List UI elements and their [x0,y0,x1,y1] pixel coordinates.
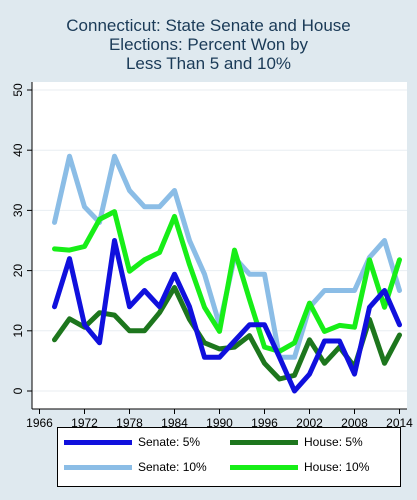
x-tick-label-2002: 2002 [296,416,323,430]
legend-item-house-10: House: 10% [230,460,369,474]
y-tick-label-10: 10 [11,324,25,338]
series-line-house-10 [52,209,402,354]
y-axis-ticks: 0 10 20 30 40 50 [11,83,32,394]
y-tick-label-50: 50 [11,83,25,97]
legend-swatch-house-5 [230,439,298,445]
legend-item-senate-10: Senate: 10% [64,460,207,474]
series-line-senate-5 [52,238,402,394]
x-tick-label-1990: 1990 [206,416,233,430]
chart-title: Connecticut: State Senate and House Elec… [0,16,417,73]
legend-item-house-5: House: 5% [230,435,363,449]
series-lines [52,153,402,394]
title-line-1: Connecticut: State Senate and House [66,16,351,35]
legend-swatch-house-10 [230,464,298,470]
x-tick-label-1978: 1978 [116,416,143,430]
title-line-3: Less Than 5 and 10% [125,54,292,73]
x-tick-label-1996: 1996 [251,416,278,430]
legend: Senate: 5% House: 5% Senate: 10% House: … [57,427,401,487]
y-tick-label-40: 40 [11,143,25,157]
legend-label-house-5: House: 5% [304,435,363,449]
legend-label-senate-10: Senate: 10% [138,460,207,474]
x-tick-label-2008: 2008 [341,416,368,430]
title-line-2: Elections: Percent Won by [108,35,309,54]
y-tick-label-20: 20 [11,264,25,278]
x-tick-label-1984: 1984 [161,416,188,430]
x-tick-label-1972: 1972 [71,416,98,430]
x-tick-label-1966: 1966 [26,416,53,430]
x-axis-ticks: 1966 1972 1978 1984 1990 1996 2002 2008 2014 [26,409,413,430]
legend-label-house-10: House: 10% [304,460,370,474]
legend-label-senate-5: Senate: 5% [138,435,201,449]
legend-swatch-senate-10 [64,464,132,470]
y-tick-label-0: 0 [11,387,25,394]
y-tick-label-30: 30 [11,203,25,217]
gridlines [32,89,407,392]
x-tick-label-2014: 2014 [386,416,413,430]
legend-swatch-senate-5 [64,439,132,445]
legend-item-senate-5: Senate: 5% [64,435,200,449]
